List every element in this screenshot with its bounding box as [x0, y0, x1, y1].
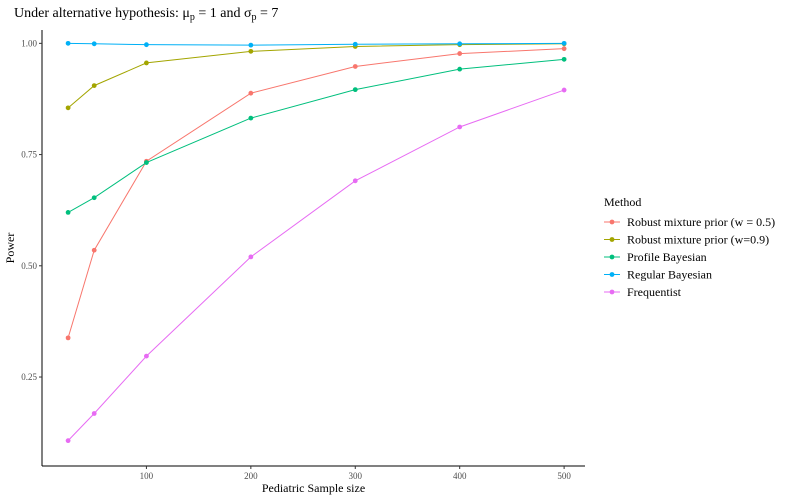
data-point [65, 105, 71, 111]
data-point [65, 40, 71, 46]
legend-key-point [609, 254, 615, 260]
data-point [144, 42, 149, 48]
x-tick-label: 500 [557, 471, 571, 481]
x-axis-title: Pediatric Sample size [262, 481, 365, 495]
title-mu: μ [182, 6, 190, 21]
data-point [352, 64, 358, 69]
axes: 100 200 300 400 500 0.25 0.50 0.75 1.00 [21, 30, 585, 481]
y-tick-label: 0.25 [21, 372, 37, 382]
legend-key-point [609, 272, 615, 277]
chart-title: Under alternative hypothesis: μp = 1 and… [14, 6, 278, 23]
title-mid: = 1 and [195, 6, 244, 21]
data-point [457, 51, 463, 56]
data-point [65, 335, 71, 341]
data-point [144, 60, 149, 66]
data-point [91, 411, 97, 416]
data-point [144, 353, 149, 359]
data-point [248, 48, 254, 54]
series-layer [65, 40, 567, 444]
data-point [65, 210, 71, 215]
y-tick-label: 1.00 [21, 38, 37, 48]
data-point [91, 83, 97, 89]
legend-label: Robust mixture prior (w = 0.5) [627, 215, 775, 229]
data-point [91, 195, 97, 201]
data-point [65, 438, 71, 444]
y-tick-label: 0.75 [21, 150, 37, 160]
title-mu-subscript: p [190, 12, 195, 23]
title-sigma-subscript: p [252, 12, 257, 23]
legend-key-point [609, 237, 615, 242]
data-point [91, 41, 97, 47]
series-0 [65, 46, 567, 341]
legend-item: Regular Bayesian [604, 268, 712, 282]
series-2 [65, 56, 567, 215]
series-line [67, 58, 565, 213]
data-point [352, 41, 358, 47]
data-point [352, 178, 358, 184]
data-point [457, 124, 463, 130]
series-line [67, 89, 565, 441]
series-3 [65, 40, 567, 48]
data-point [561, 40, 567, 46]
data-point [457, 66, 463, 72]
data-point [561, 46, 567, 52]
data-point [457, 41, 463, 47]
title-sigma: σ [244, 6, 252, 21]
data-point [561, 87, 567, 93]
title-suffix: = 7 [257, 6, 279, 21]
legend-label: Regular Bayesian [627, 268, 712, 282]
legend: Method Robust mixture prior (w = 0.5) Rob… [604, 195, 775, 299]
legend-label: Robust mixture prior (w=0.9) [627, 233, 769, 247]
legend-label: Frequentist [627, 285, 682, 299]
data-point [248, 115, 254, 121]
y-tick-label: 0.50 [21, 261, 37, 271]
series-line [67, 48, 565, 339]
data-point [144, 160, 149, 165]
legend-item: Profile Bayesian [604, 250, 707, 264]
data-point [248, 254, 254, 260]
series-line [67, 43, 565, 109]
data-point [91, 247, 97, 253]
y-axis-title: Power [3, 233, 17, 264]
legend-item: Robust mixture prior (w=0.9) [604, 233, 769, 247]
legend-title: Method [604, 195, 641, 209]
title-prefix: Under alternative hypothesis: [14, 6, 182, 21]
x-tick-label: 400 [453, 471, 467, 481]
legend-key-point [609, 219, 615, 225]
data-point [248, 90, 254, 96]
legend-item: Frequentist [604, 285, 682, 299]
data-point [352, 87, 358, 93]
x-tick-label: 100 [140, 471, 154, 481]
x-tick-label: 200 [244, 471, 258, 481]
data-point [561, 56, 567, 62]
legend-key-point [609, 289, 615, 295]
legend-label: Profile Bayesian [627, 250, 707, 264]
legend-item: Robust mixture prior (w = 0.5) [604, 215, 775, 229]
data-point [248, 42, 254, 48]
x-tick-label: 300 [349, 471, 363, 481]
series-4 [65, 87, 567, 444]
